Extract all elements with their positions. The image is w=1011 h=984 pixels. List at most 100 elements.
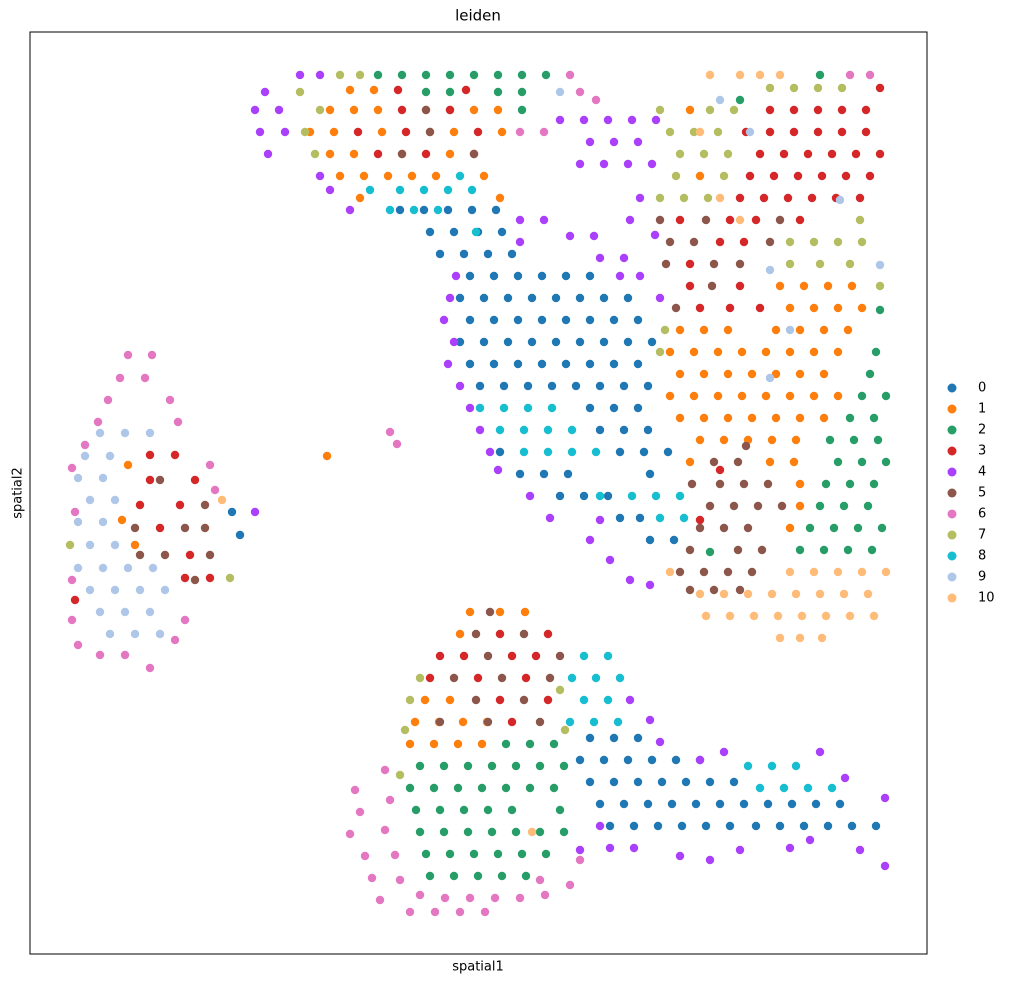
spot	[65, 540, 75, 550]
spot	[397, 105, 407, 115]
spot	[85, 585, 95, 595]
spot	[425, 871, 435, 881]
spot	[651, 491, 661, 501]
spot	[415, 761, 425, 771]
spot	[609, 359, 619, 369]
spot	[467, 185, 477, 195]
spot	[833, 567, 843, 577]
legend-label: 5	[978, 486, 986, 501]
spot	[785, 347, 795, 357]
spot	[453, 739, 463, 749]
spot	[791, 435, 801, 445]
spot	[677, 821, 687, 831]
spot	[148, 563, 158, 573]
spot	[560, 725, 570, 735]
spot	[565, 70, 575, 80]
spot	[160, 550, 170, 560]
spot	[383, 171, 393, 181]
spot	[723, 149, 733, 159]
spot	[445, 293, 455, 303]
spot	[809, 347, 819, 357]
spot	[585, 315, 595, 325]
spot	[689, 237, 699, 247]
spot	[699, 325, 709, 335]
spot	[755, 70, 765, 80]
spot	[655, 737, 665, 747]
spot	[585, 535, 595, 545]
spot	[633, 359, 643, 369]
spot	[420, 695, 430, 705]
spot	[605, 843, 615, 853]
spot	[799, 281, 809, 291]
spot	[840, 773, 850, 783]
legend-label: 7	[978, 528, 986, 543]
spot	[551, 293, 561, 303]
spot	[559, 827, 569, 837]
spot	[465, 403, 475, 413]
spot	[443, 185, 453, 195]
spot	[373, 105, 383, 115]
spot	[591, 673, 601, 683]
spot	[517, 87, 527, 97]
legend-marker	[947, 488, 957, 498]
spot	[880, 793, 890, 803]
spot	[743, 589, 753, 599]
spot	[205, 550, 215, 560]
legend: 0 1 2 3 4 5 6 7 8 9 10	[947, 381, 995, 606]
spot	[80, 451, 90, 461]
spot	[487, 827, 497, 837]
spot	[469, 70, 479, 80]
spot	[325, 105, 335, 115]
spot	[537, 271, 547, 281]
spot	[755, 303, 765, 313]
spot	[765, 127, 775, 137]
spot	[359, 171, 369, 181]
spot	[767, 435, 777, 445]
legend-marker	[947, 572, 957, 582]
spot	[829, 523, 839, 533]
spot	[475, 425, 485, 435]
spot	[180, 573, 190, 583]
spot	[827, 783, 837, 793]
spot	[579, 651, 589, 661]
spot	[773, 611, 783, 621]
spot	[322, 451, 332, 461]
spot	[200, 500, 210, 510]
spot	[713, 391, 723, 401]
spot	[625, 575, 635, 585]
spot	[135, 500, 145, 510]
spot	[705, 777, 715, 787]
spot	[480, 907, 490, 917]
spot	[843, 325, 853, 335]
spot	[765, 237, 775, 247]
spot	[525, 783, 535, 793]
spot	[585, 733, 595, 743]
spot	[355, 807, 365, 817]
spot	[501, 783, 511, 793]
spot	[455, 337, 465, 347]
spot	[539, 469, 549, 479]
spot	[755, 783, 765, 793]
spot	[325, 185, 335, 195]
spot	[787, 799, 797, 809]
spot	[479, 293, 489, 303]
spot	[753, 501, 763, 511]
spot	[205, 460, 215, 470]
spot	[345, 85, 355, 95]
spot	[477, 783, 487, 793]
spot	[390, 850, 400, 860]
spot	[735, 585, 745, 595]
spot	[493, 465, 503, 475]
spot	[515, 127, 525, 137]
spot	[821, 611, 831, 621]
spot	[567, 673, 577, 683]
spot	[579, 115, 589, 125]
spot	[775, 70, 785, 80]
spot	[541, 849, 551, 859]
spot	[705, 70, 715, 80]
spot	[695, 755, 705, 765]
spot	[791, 761, 801, 771]
spot	[355, 70, 365, 80]
spot	[775, 281, 785, 291]
spot	[661, 259, 671, 269]
